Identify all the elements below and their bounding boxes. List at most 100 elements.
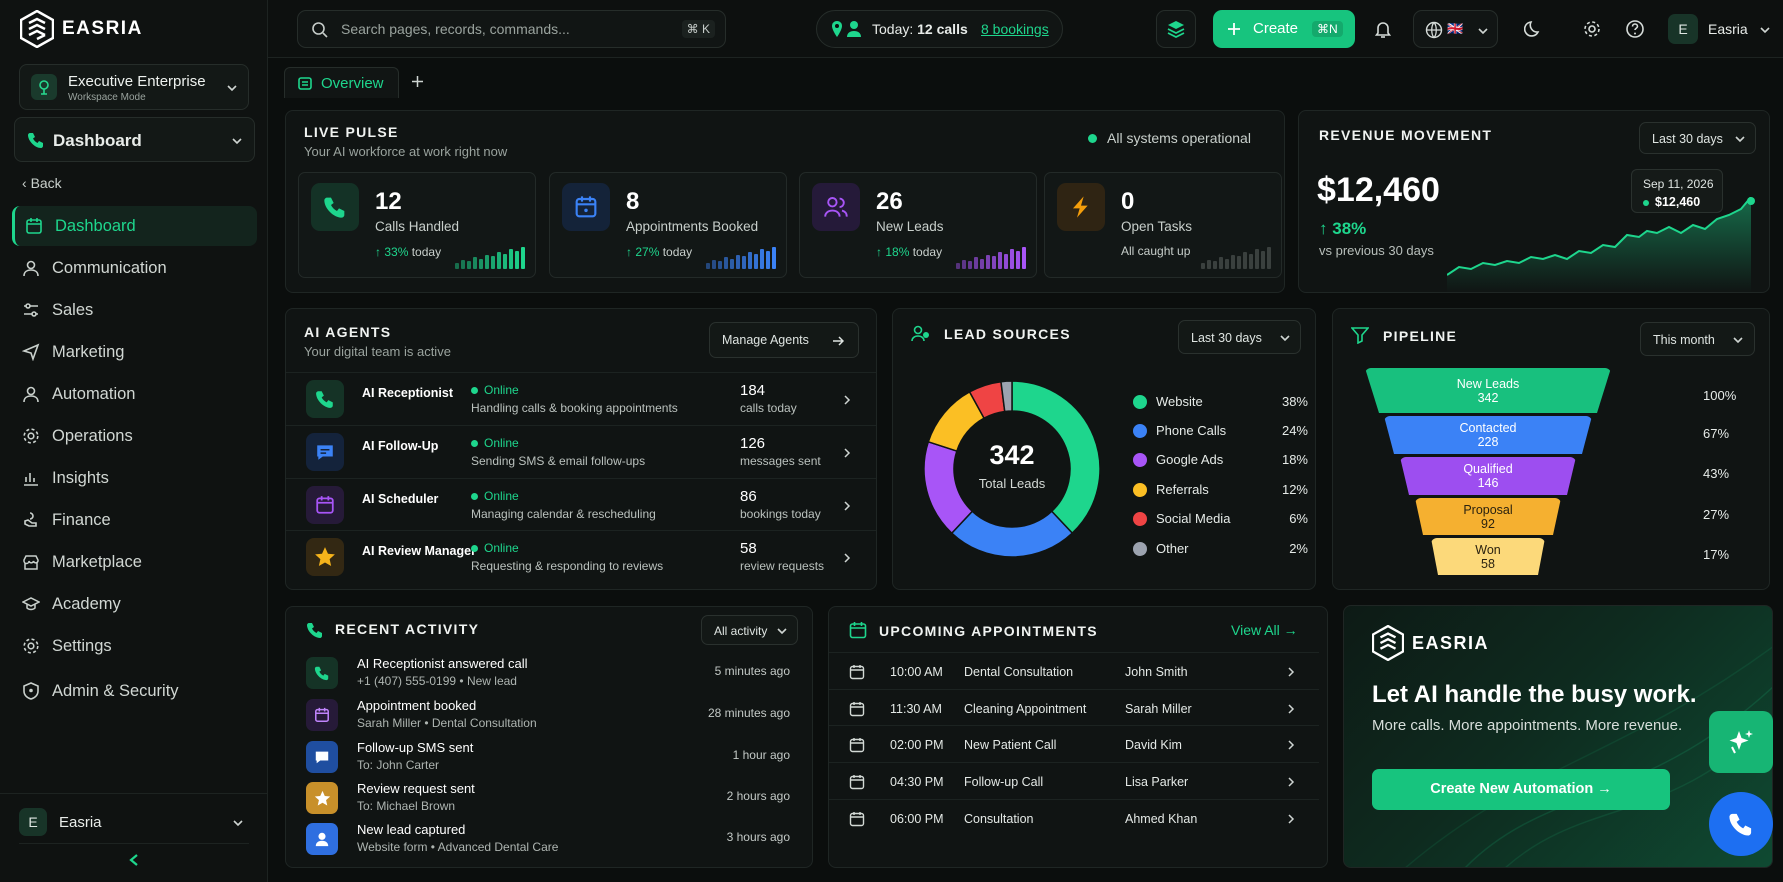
legend-item[interactable]: Social Media 6% [1133,509,1308,529]
search-input[interactable]: Search pages, records, commands... ⌘ K [297,10,726,48]
spark-bar [998,252,1002,269]
stat-card-new-leads[interactable]: 26 New Leads ↑ 18% today [799,172,1037,278]
brand-name: EASRIA [62,18,143,39]
back-link[interactable]: ‹ Back [22,175,62,191]
sidebar-user[interactable]: E Easria [19,808,249,838]
sidebar-item-admin-security[interactable]: Admin & Security [12,671,257,711]
graduation-icon [22,595,40,613]
stat-label: New Leads [876,219,944,234]
legend-item[interactable]: Other 2% [1133,539,1308,559]
avatar: E [1668,14,1698,44]
create-button[interactable]: Create ⌘N [1213,10,1355,48]
plus-icon [1228,23,1240,35]
language-selector[interactable]: 🇬🇧 [1413,10,1498,48]
hand-icon [22,511,40,529]
brand-logo[interactable]: EASRIA [20,10,143,48]
create-automation-button[interactable]: Create New Automation → [1372,769,1670,810]
funnel-stage[interactable]: Contacted 228 [1384,416,1592,454]
pipeline-range-dropdown[interactable]: This month [1640,322,1755,356]
divider [19,843,249,844]
sidebar-item-automation[interactable]: Automation [12,374,257,414]
activity-item[interactable]: Review request sent To: Michael Brown 2 … [286,777,814,817]
user-menu[interactable]: E Easria [1668,13,1773,45]
sidebar-item-communication[interactable]: Communication [12,248,257,288]
sidebar-item-academy[interactable]: Academy [12,584,257,624]
appointment-person: Sarah Miller [1125,702,1192,716]
today-summary[interactable]: Today: 12 calls 8 bookings [816,10,1063,48]
call-fab-button[interactable] [1709,792,1773,856]
chevron-down-icon [233,820,243,827]
send-icon [22,343,40,361]
sidebar-item-dashboard[interactable]: Dashboard [12,206,257,246]
bell-icon[interactable] [1373,19,1393,39]
sidebar-item-finance[interactable]: Finance [12,500,257,540]
agent-row[interactable]: AI Scheduler Online Managing calendar & … [286,478,876,531]
donut-slice-website[interactable] [1011,380,1101,535]
funnel-stage[interactable]: Qualified 146 [1400,457,1576,495]
legend-item[interactable]: Referrals 12% [1133,480,1308,500]
today-prefix: Today: [872,21,914,37]
section-selector[interactable]: Dashboard [14,117,255,162]
spark-bar [986,255,990,269]
appointment-row[interactable]: 06:00 PM Consultation Ahmed Khan [829,799,1319,836]
sidebar-item-marketing[interactable]: Marketing [12,332,257,372]
sidebar-item-operations[interactable]: Operations [12,416,257,456]
lead-sources-range-dropdown[interactable]: Last 30 days [1178,320,1301,354]
stat-card-calls-handled[interactable]: 12 Calls Handled ↑ 33% today [298,172,536,278]
appointment-row[interactable]: 04:30 PM Follow-up Call Lisa Parker [829,762,1319,799]
activity-item[interactable]: New lead captured Website form • Advance… [286,818,814,858]
donut-slice-other[interactable] [1000,380,1013,413]
sidebar-item-sales[interactable]: Sales [12,290,257,330]
calendar-icon [849,812,865,827]
today-bookings-link[interactable]: 8 bookings [981,21,1049,37]
sidebar-item-label: Operations [52,427,133,445]
funnel-stage-name: Contacted [1459,421,1517,435]
funnel-stage[interactable]: New Leads 342 [1365,368,1611,413]
sidebar-item-insights[interactable]: Insights [12,458,257,498]
tab-overview[interactable]: Overview [284,67,399,98]
funnel-stage[interactable]: Won 58 [1431,538,1545,575]
stat-card-appointments-booked[interactable]: 8 Appointments Booked ↑ 27% today [549,172,787,278]
appointment-person: Lisa Parker [1125,775,1189,789]
revenue-range-dropdown[interactable]: Last 30 days [1639,122,1756,154]
activity-item[interactable]: AI Receptionist answered call +1 (407) 5… [286,652,814,692]
add-tab-icon[interactable] [411,75,424,88]
appointment-row[interactable]: 02:00 PM New Patient Call David Kim [829,725,1319,762]
legend-value: 18% [1281,452,1308,467]
legend-label: Other [1156,541,1189,556]
layers-button[interactable] [1156,10,1196,48]
lead-sources-title: LEAD SOURCES [944,326,1071,342]
donut-slice-phone-calls[interactable] [950,510,1074,558]
ai-assist-button[interactable] [1709,711,1773,773]
legend-item[interactable]: Google Ads 18% [1133,450,1308,470]
stat-card-open-tasks[interactable]: 0 Open Tasks All caught up [1044,172,1282,278]
activity-filter-dropdown[interactable]: All activity [701,615,798,645]
spark-bar [1207,260,1211,269]
sidebar-item-settings[interactable]: Settings [12,626,257,666]
collapse-sidebar-icon[interactable] [128,853,140,867]
spark-bar [515,251,519,269]
lead-sources-card: LEAD SOURCES Last 30 days 342 Total Lead… [892,308,1316,590]
agent-row[interactable]: AI Receptionist Online Handling calls & … [286,372,876,425]
agent-row[interactable]: AI Review Manager Online Requesting & re… [286,530,876,583]
pipeline-card: PIPELINE This month New Leads 342 100% C… [1332,308,1770,590]
view-all-link[interactable]: View All → [1231,622,1298,638]
activity-item[interactable]: Appointment booked Sarah Miller • Dental… [286,694,814,734]
sidebar-item-marketplace[interactable]: Marketplace [12,542,257,582]
legend-item[interactable]: Phone Calls 24% [1133,421,1308,441]
phone-icon [28,133,43,148]
workspace-switcher[interactable]: Executive Enterprise Workspace Mode [19,64,249,110]
moon-icon[interactable] [1524,19,1544,39]
legend-item[interactable]: Website 38% [1133,392,1308,412]
appointment-row[interactable]: 10:00 AM Dental Consultation John Smith [829,652,1319,689]
legend-value: 12% [1281,482,1308,497]
gear-icon[interactable] [1582,19,1602,39]
spark-bar [503,254,507,269]
appointment-row[interactable]: 11:30 AM Cleaning Appointment Sarah Mill… [829,689,1319,726]
funnel-stage[interactable]: Proposal 92 [1415,498,1561,535]
manage-agents-button[interactable]: Manage Agents [709,322,859,358]
flag-icon: 🇬🇧 [1447,21,1464,36]
agent-row[interactable]: AI Follow-Up Online Sending SMS & email … [286,425,876,478]
help-icon[interactable] [1625,19,1645,39]
activity-item[interactable]: Follow-up SMS sent To: John Carter 1 hou… [286,736,814,776]
